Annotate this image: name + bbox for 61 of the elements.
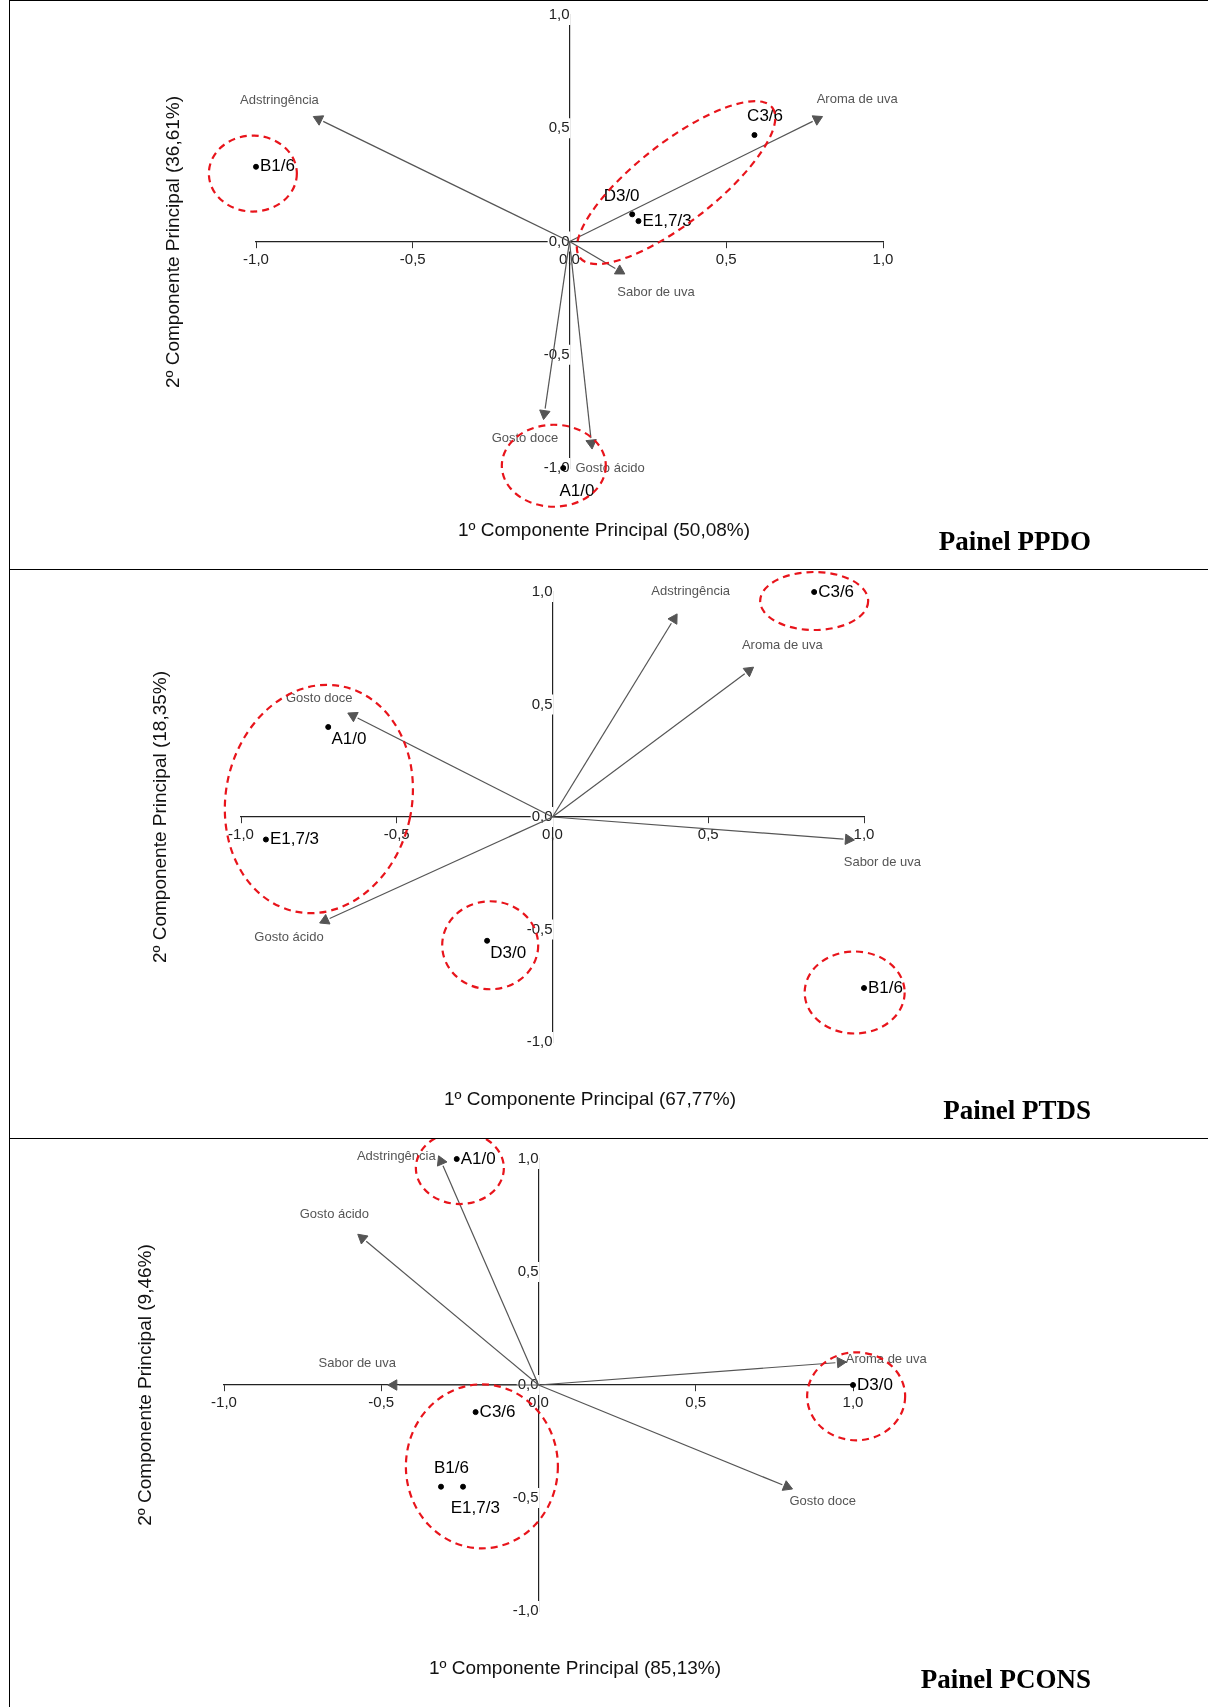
text: Painel PCONS [920,1664,1091,1695]
x-tick-label: -1,0 [228,825,254,843]
text: E1,7/3 [269,829,320,849]
text: Painel PPDO [938,526,1091,557]
x-axis-title: 1º Componente Principal (85,13%) [428,1657,722,1679]
text: B1/6 [259,156,295,176]
y-tick-label: 1,0 [517,1149,539,1167]
text: C3/6 [818,581,855,601]
text: A1/0 [559,481,595,501]
text: Adstringência [651,583,731,599]
series-label: Sabor de uva [318,1355,397,1371]
series-label: Adstringência [240,91,320,107]
text: D3/0 [603,185,640,205]
y-axis-title: 2º Componente Principal (9,46%) [134,1244,156,1526]
x-axis-title: 1º Componente Principal (50,08%) [457,519,751,541]
y-tick-label: 0,0 [548,231,570,249]
x-tick-label: 1,0 [842,1393,864,1411]
y-axis-title: 2º Componente Principal (18,35%) [149,670,171,964]
y-tick-label: 1,0 [548,5,570,23]
series-label: Gosto doce [789,1492,856,1508]
text: E1,7/3 [642,210,692,230]
x-tick-label: -0,5 [368,1393,395,1411]
text: Painel PTDS [943,1095,1091,1126]
x-tick-label: -0,5 [383,825,410,843]
text: D3/0 [490,942,527,962]
y-tick-label: 0,5 [531,694,553,712]
x-tick-label: -1,0 [243,249,269,267]
text: A1/0 [331,728,367,748]
x-tick-label: 1,0 [853,825,875,843]
series-label: Aroma de uva [845,1350,928,1366]
y-tick-label: 0,5 [548,118,570,136]
series-label: Sabor de uva [617,283,696,299]
text: A1/0 [460,1148,496,1168]
text: B1/6 [867,977,903,997]
x-tick-label: -0,5 [399,249,426,267]
y-tick-label: 0,5 [517,1262,539,1280]
x-axis-title: 1º Componente Principal (67,77%) [443,1088,737,1110]
y-tick-label: -0,5 [512,1488,539,1506]
y-tick-label: -1,0 [526,1032,553,1050]
series-label: Adstringência [356,1147,437,1163]
series-label: Gosto doce [491,429,559,445]
x-tick-label: 0,5 [685,1393,707,1411]
x-tick-label: 0,5 [697,825,719,843]
y-tick-label: -1,0 [512,1601,539,1619]
text: D3/0 [856,1374,893,1394]
x-tick-label: 1,0 [872,249,894,267]
text: C3/6 [479,1401,516,1421]
y-axis-title: 2º Componente Principal (36,61%) [162,95,184,388]
series-label: Gosto ácido [299,1206,370,1222]
x-tick-label: 0,5 [715,249,737,267]
y-tick-label: -0,5 [543,344,570,362]
series-label: Sabor de uva [843,854,922,870]
text: B1/6 [434,1458,469,1478]
series-label: Aroma de uva [816,91,899,107]
text: E1,7/3 [450,1497,500,1517]
text: C3/6 [747,106,784,126]
series-label: Aroma de uva [741,637,824,653]
series-label: Gosto ácido [254,928,324,944]
y-tick-label: 1,0 [531,582,553,600]
x-tick-label: -1,0 [211,1393,237,1411]
y-tick-label: 0,0 [517,1375,539,1393]
